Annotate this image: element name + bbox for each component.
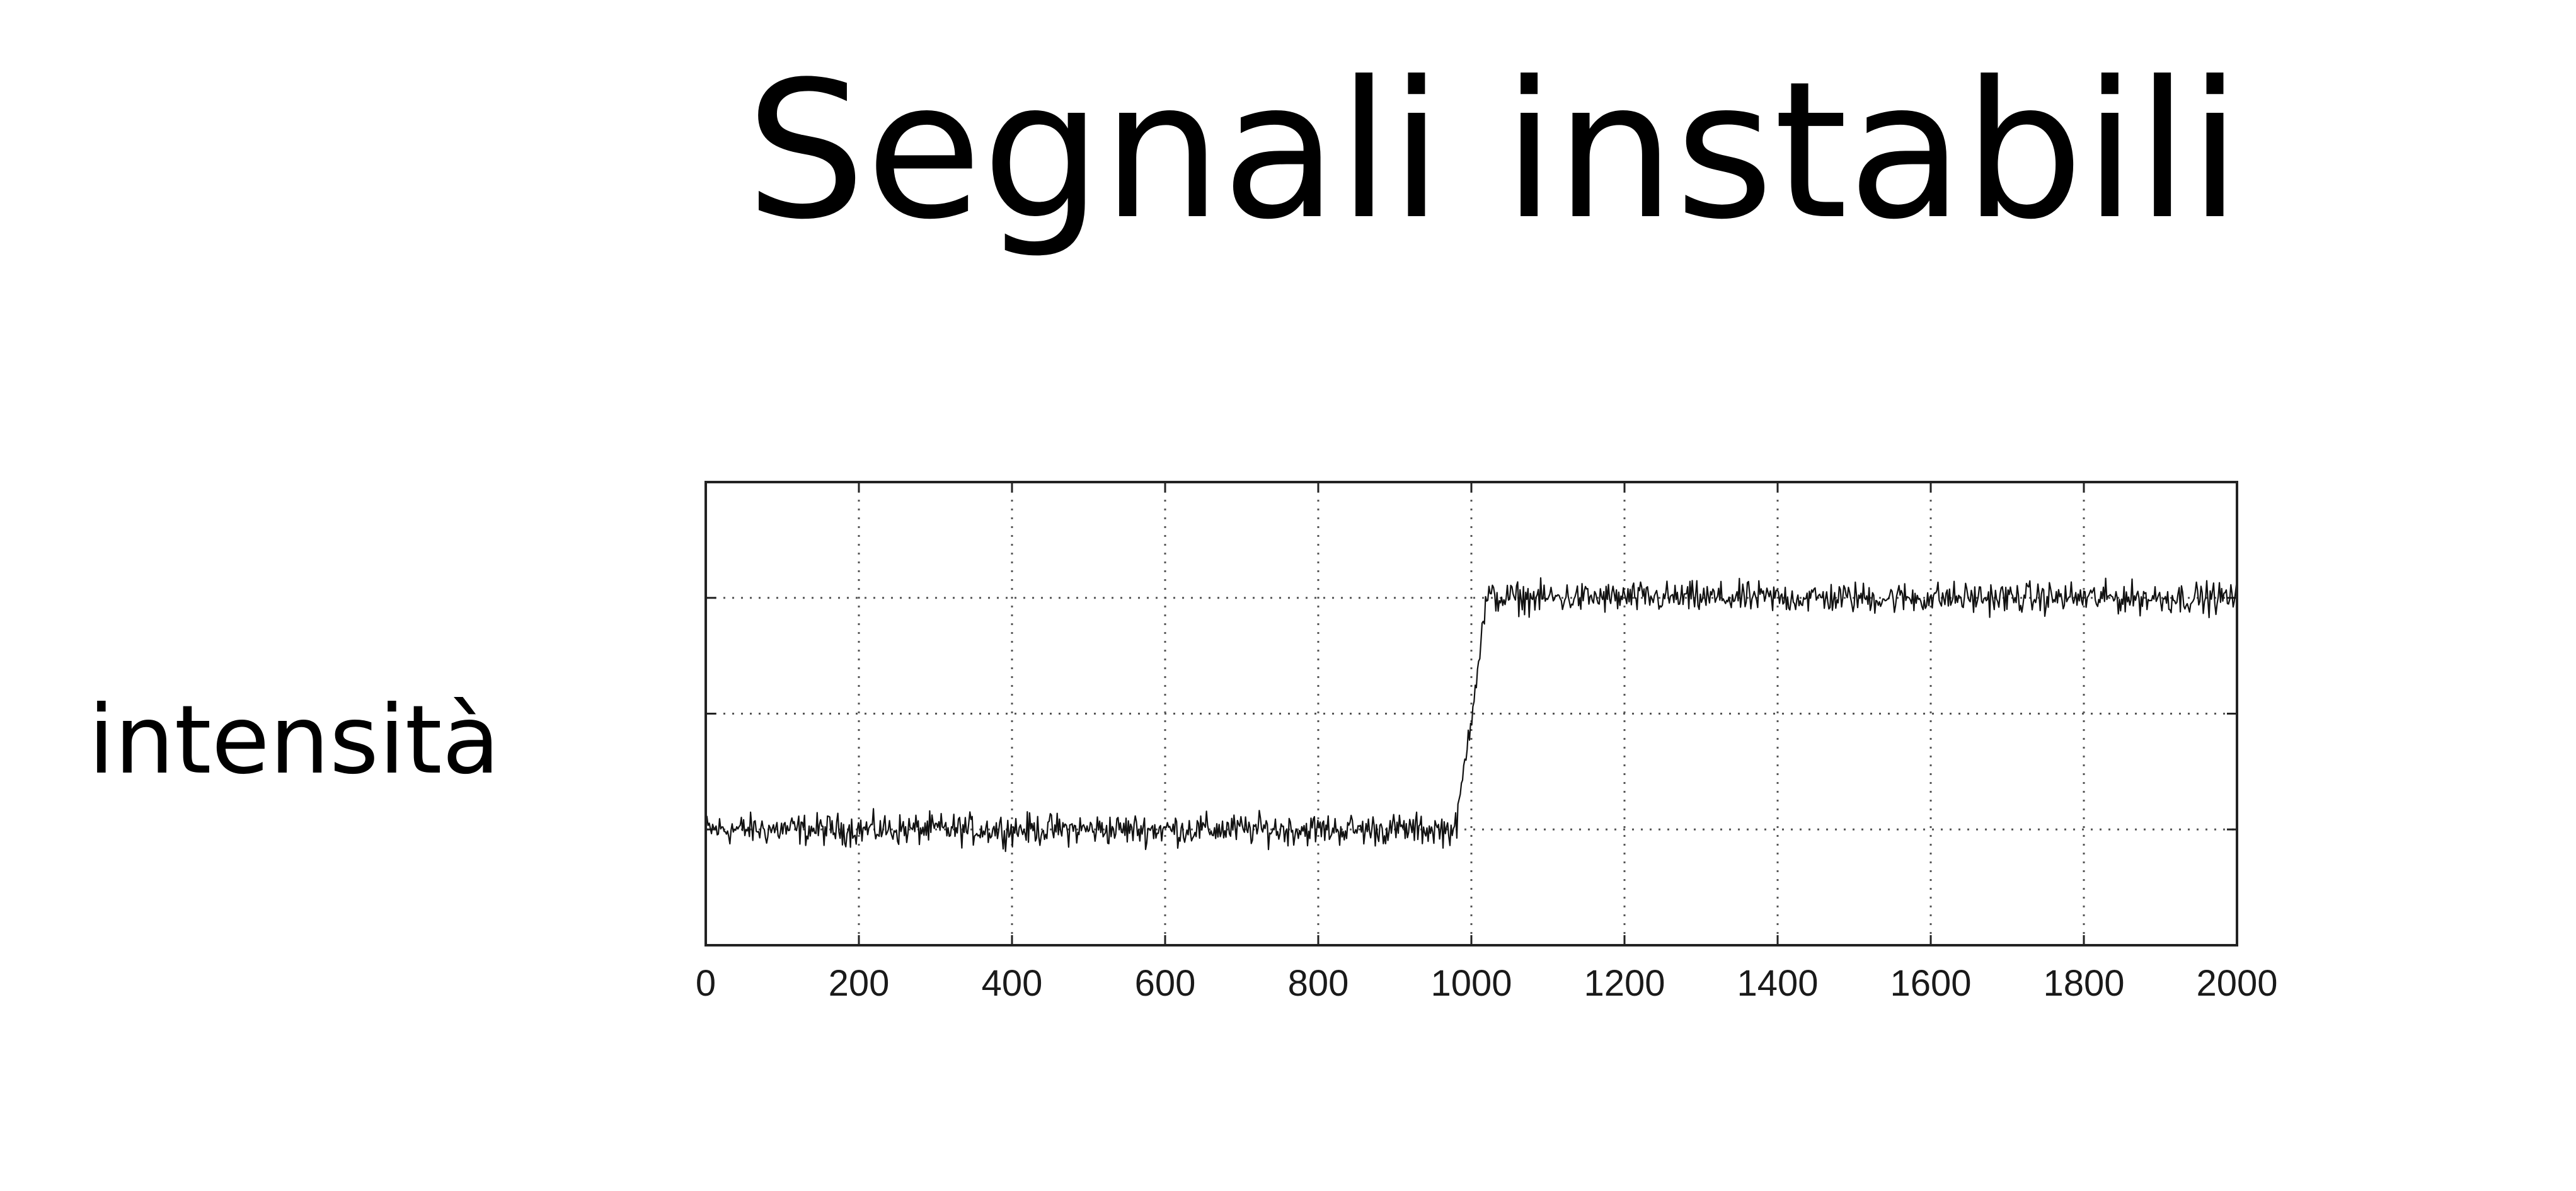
x-tick-label-0: 0 — [696, 963, 716, 1004]
x-tick-label-2000: 2000 — [2196, 963, 2277, 1004]
signal-line — [704, 577, 2238, 853]
x-tick-label-1600: 1600 — [1890, 963, 1971, 1004]
x-tick-label-1400: 1400 — [1737, 963, 1818, 1004]
plot-frame — [704, 481, 2238, 946]
x-tick-label-1000: 1000 — [1430, 963, 1512, 1004]
x-tick-label-400: 400 — [982, 963, 1043, 1004]
x-tick-label-800: 800 — [1288, 963, 1349, 1004]
signal-chart: 0 200 400 600 800 1000 1200 1400 1600 1800 2000 — [696, 481, 2278, 1004]
x-tick-label-1200: 1200 — [1584, 963, 1665, 1004]
slide-title: Segnali instabili — [745, 41, 2241, 261]
intensity-label: intensità — [88, 686, 500, 795]
x-tick-label-600: 600 — [1135, 963, 1196, 1004]
x-tick-label-1800: 1800 — [2043, 963, 2124, 1004]
x-tick-label-200: 200 — [829, 963, 890, 1004]
